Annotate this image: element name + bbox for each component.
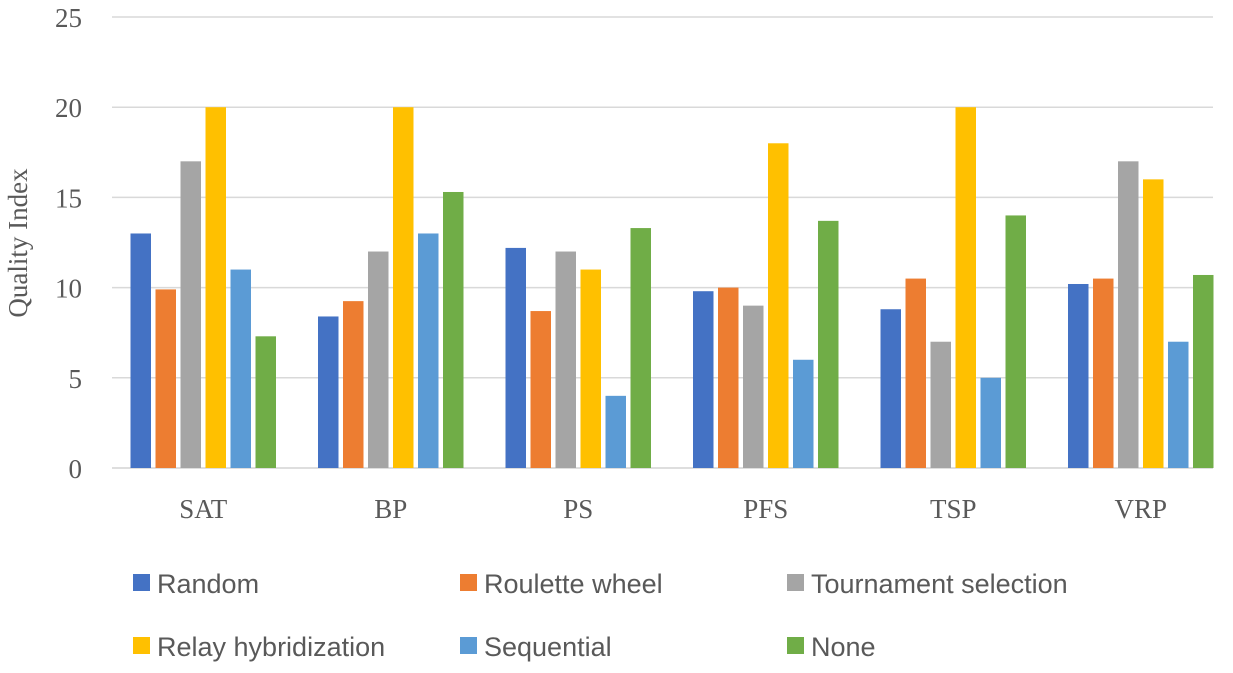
bar-vrp-random (1068, 283, 1089, 468)
legend-label: Random (157, 569, 259, 599)
legend-label: None (811, 632, 876, 662)
bar-bp-none (443, 191, 464, 468)
y-tick-label: 25 (55, 3, 82, 33)
bar-tsp-tournament-selection (930, 341, 951, 468)
y-tick-label: 5 (69, 364, 83, 394)
bar-ps-roulette-wheel (530, 311, 551, 468)
y-axis-ticks: 0 5 10 15 20 25 (55, 3, 82, 484)
y-axis-label: Quality Index (3, 168, 33, 318)
bar-tsp-roulette-wheel (905, 278, 926, 468)
bar-bp-relay-hybridization (393, 107, 414, 468)
y-tick-label: 20 (55, 93, 82, 123)
bar-pfs-random (693, 291, 714, 468)
x-tick-label: BP (374, 494, 407, 524)
x-tick-label: TSP (930, 494, 977, 524)
legend-label: Sequential (484, 632, 612, 662)
y-tick-label: 0 (69, 454, 83, 484)
bar-tsp-relay-hybridization (955, 107, 976, 468)
bar-pfs-tournament-selection (743, 305, 764, 468)
x-tick-label: PFS (743, 494, 788, 524)
bar-vrp-relay-hybridization (1143, 179, 1164, 469)
bar-ps-sequential (605, 395, 626, 468)
bar-ps-relay-hybridization (580, 269, 601, 468)
bar-bp-tournament-selection (368, 251, 389, 468)
x-axis-ticks: SAT BP PS PFS TSP VRP (179, 494, 1167, 524)
legend-label: Tournament selection (811, 569, 1068, 599)
legend-swatch (133, 637, 150, 654)
bar-ps-none (630, 228, 651, 468)
bar-pfs-none (818, 220, 839, 468)
bar-ps-tournament-selection (555, 251, 576, 468)
bar-vrp-sequential (1168, 341, 1189, 468)
bar-sat-tournament-selection (180, 161, 201, 468)
legend-swatch (787, 574, 804, 591)
bar-vrp-tournament-selection (1118, 161, 1139, 468)
y-tick-label: 15 (55, 183, 82, 213)
gridlines (112, 16, 1213, 469)
bar-bp-sequential (418, 233, 439, 468)
bar-sat-roulette-wheel (155, 289, 176, 468)
legend-label: Relay hybridization (157, 632, 385, 662)
legend-label: Roulette wheel (484, 569, 663, 599)
bar-sat-sequential (230, 269, 251, 468)
bar-sat-relay-hybridization (205, 107, 226, 468)
bar-tsp-none (1005, 215, 1026, 468)
bar-vrp-roulette-wheel (1093, 278, 1114, 468)
legend: Random Roulette wheel Tournament selection… (133, 569, 1068, 662)
bar-vrp-none (1193, 274, 1214, 468)
bar-tsp-random (880, 309, 901, 468)
bar-tsp-sequential (980, 377, 1001, 468)
legend-swatch (460, 637, 477, 654)
x-tick-label: SAT (179, 494, 228, 524)
legend-swatch (787, 637, 804, 654)
bar-sat-none (255, 336, 276, 468)
bar-bp-roulette-wheel (343, 301, 364, 468)
bar-pfs-roulette-wheel (718, 287, 739, 468)
bars (130, 107, 1214, 469)
legend-swatch (460, 574, 477, 591)
bar-pfs-sequential (793, 359, 814, 468)
y-tick-label: 10 (55, 274, 82, 304)
x-tick-label: PS (563, 494, 593, 524)
legend-swatch (133, 574, 150, 591)
bar-sat-random (130, 233, 151, 468)
x-tick-label: VRP (1114, 494, 1167, 524)
bar-bp-random (318, 316, 339, 468)
bar-pfs-relay-hybridization (768, 143, 789, 468)
bar-ps-random (505, 247, 526, 468)
